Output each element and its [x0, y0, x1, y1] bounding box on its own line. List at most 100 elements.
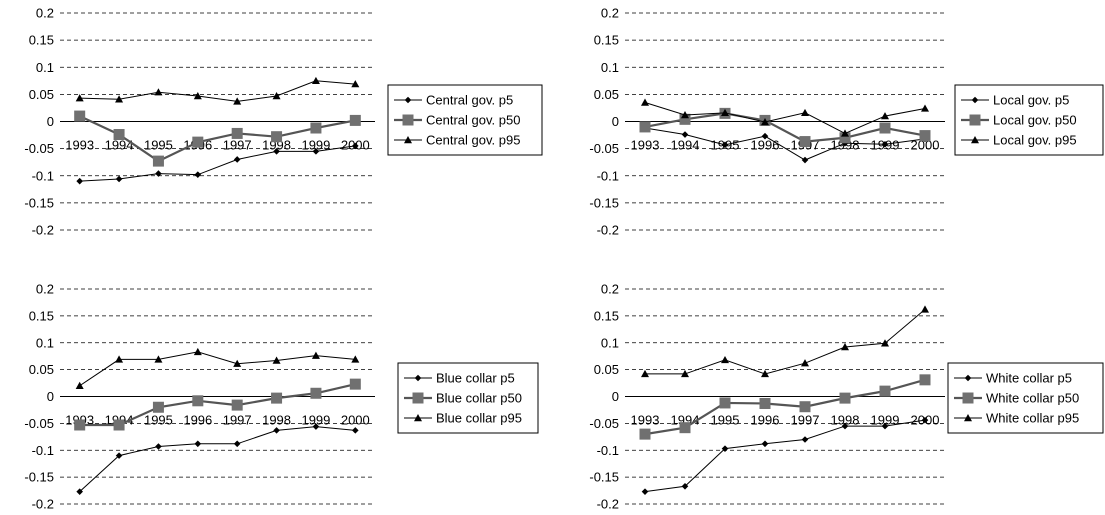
series-line-diamond [644, 419, 926, 493]
data-point-triangle [721, 108, 729, 117]
y-tick-label: 0 [612, 114, 619, 129]
data-point-triangle [761, 369, 769, 378]
legend-marker-diamond [414, 374, 422, 382]
y-tick-label: -0.1 [597, 168, 619, 183]
y-tick-label: -0.2 [32, 497, 54, 512]
series-line-diamond [79, 145, 356, 182]
y-tick-label: 0.1 [36, 335, 54, 350]
series-line-triangle [79, 80, 356, 102]
data-point-square [879, 122, 891, 134]
data-point-diamond [312, 423, 320, 430]
y-tick-label: 0.1 [601, 335, 619, 350]
data-point-diamond [115, 175, 123, 183]
data-point-triangle [881, 339, 889, 347]
data-point-square [349, 114, 361, 126]
y-tick-label: -0.1 [597, 443, 619, 458]
data-point-diamond [721, 445, 729, 452]
y-tick-label: -0.15 [589, 470, 619, 485]
series-line-square [644, 112, 926, 143]
data-point-square [74, 419, 86, 431]
data-point-square [799, 136, 811, 148]
legend-marker-triangle [971, 136, 979, 144]
y-tick-label: 0 [612, 389, 619, 404]
legend-marker-triangle [414, 414, 422, 422]
y-tick-label: 0.05 [594, 87, 619, 102]
x-tick-label: 1996 [751, 413, 780, 428]
legend: Local gov. p5 Local gov. p50 Local gov. p9… [954, 84, 1104, 156]
y-tick-label: 0.2 [601, 6, 619, 21]
legend-box [397, 362, 539, 434]
legend-label: Blue collar p95 [436, 411, 522, 426]
data-point-square [113, 129, 125, 141]
series-line-triangle [645, 309, 926, 375]
y-tick-label: 0.15 [594, 308, 619, 323]
legend-marker-square [402, 114, 414, 126]
legend-marker-diamond [404, 96, 412, 104]
data-point-diamond [881, 140, 889, 148]
legend-marker-square [962, 392, 974, 404]
data-point-triangle [921, 104, 929, 112]
data-point-diamond [352, 142, 359, 150]
data-point-triangle [154, 88, 163, 96]
data-point-triangle [681, 369, 689, 378]
x-tick-label: 1997 [791, 413, 820, 428]
data-point-square [919, 130, 931, 142]
legend-label: White collar p5 [986, 371, 1072, 386]
series-line-diamond [79, 426, 356, 493]
chart-panel-3: 0.20.150.10.050-0.05-0.1-0.15-0.21993199… [24, 282, 539, 512]
data-point-triangle [115, 355, 124, 363]
data-point-diamond [273, 427, 280, 434]
legend-label: White collar p95 [986, 411, 1079, 426]
x-tick-label: 1993 [65, 138, 94, 153]
data-point-triangle [801, 108, 809, 117]
y-tick-label: -0.15 [24, 195, 54, 210]
series-line-triangle [79, 351, 356, 387]
y-tick-label: -0.2 [597, 497, 619, 512]
data-point-diamond [115, 452, 123, 459]
data-point-diamond [681, 131, 689, 138]
legend-label: Blue collar p5 [436, 371, 515, 386]
series-line-square [644, 378, 926, 436]
x-tick-label: 1996 [183, 413, 212, 428]
data-point-square [152, 155, 164, 167]
data-point-triangle [641, 369, 649, 378]
y-tick-label: 0.1 [601, 60, 619, 75]
x-tick-label: 1998 [262, 138, 291, 153]
data-point-triangle [681, 110, 689, 119]
data-point-diamond [155, 443, 162, 450]
legend-label: Central gov. p50 [426, 113, 520, 128]
data-point-diamond [273, 148, 280, 155]
data-point-triangle [641, 98, 649, 106]
data-point-diamond [76, 488, 83, 495]
data-point-diamond [681, 482, 689, 490]
y-tick-label: 0 [47, 114, 54, 129]
data-point-diamond [881, 422, 889, 430]
y-tick-label: 0.2 [36, 6, 54, 21]
data-point-square [799, 401, 811, 413]
data-point-square [310, 122, 322, 134]
x-tick-label: 1999 [301, 138, 330, 153]
data-point-triangle [801, 359, 809, 367]
data-point-diamond [194, 171, 202, 178]
data-point-diamond [721, 141, 729, 149]
data-point-diamond [801, 156, 809, 164]
data-point-triangle [881, 112, 889, 120]
y-tick-label: 0 [47, 389, 54, 404]
data-point-diamond [761, 132, 769, 140]
data-point-square [192, 136, 204, 148]
data-point-square [231, 399, 243, 411]
series-line-triangle [644, 102, 926, 134]
legend-marker-diamond [971, 96, 979, 104]
data-point-diamond [641, 488, 649, 495]
data-point-diamond [76, 177, 83, 185]
y-tick-label: 0.15 [594, 33, 619, 48]
x-tick-label: 1995 [144, 413, 173, 428]
data-point-square [271, 392, 283, 404]
data-point-square [231, 127, 243, 139]
legend-label: Local gov. p95 [993, 133, 1077, 148]
x-tick-label: 1996 [751, 138, 780, 153]
y-tick-label: -0.1 [32, 168, 54, 183]
y-tick-label: -0.15 [24, 470, 54, 485]
data-point-square [639, 121, 651, 133]
legend-marker-diamond [964, 374, 972, 382]
